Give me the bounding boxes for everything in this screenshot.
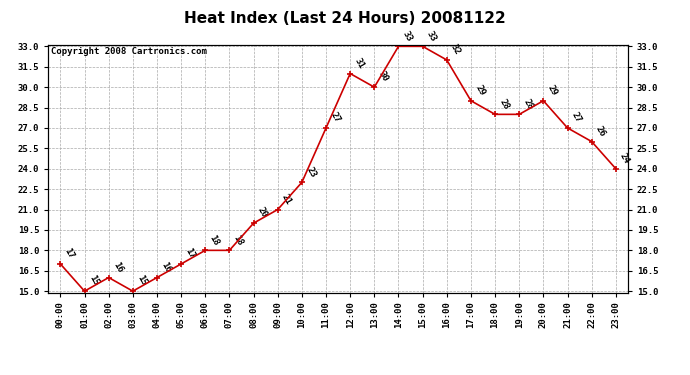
Text: 23: 23 bbox=[304, 165, 317, 179]
Text: 26: 26 bbox=[594, 124, 607, 138]
Text: 18: 18 bbox=[208, 233, 221, 247]
Text: 15: 15 bbox=[135, 274, 148, 288]
Text: 24: 24 bbox=[618, 152, 631, 165]
Text: 28: 28 bbox=[522, 97, 535, 111]
Text: 17: 17 bbox=[63, 247, 76, 261]
Text: 32: 32 bbox=[449, 43, 462, 57]
Text: 28: 28 bbox=[497, 97, 511, 111]
Text: 20: 20 bbox=[256, 206, 269, 220]
Text: 21: 21 bbox=[280, 192, 293, 206]
Text: 29: 29 bbox=[473, 84, 486, 98]
Text: 18: 18 bbox=[232, 233, 245, 247]
Text: 31: 31 bbox=[353, 56, 366, 70]
Text: 27: 27 bbox=[570, 111, 583, 125]
Text: 15: 15 bbox=[87, 274, 100, 288]
Text: 33: 33 bbox=[401, 29, 414, 43]
Text: Copyright 2008 Cartronics.com: Copyright 2008 Cartronics.com bbox=[51, 48, 207, 57]
Text: 17: 17 bbox=[184, 247, 197, 261]
Text: 30: 30 bbox=[377, 70, 390, 84]
Text: 16: 16 bbox=[111, 260, 124, 274]
Text: 33: 33 bbox=[425, 29, 438, 43]
Text: 16: 16 bbox=[159, 260, 172, 274]
Text: 27: 27 bbox=[328, 111, 342, 125]
Text: 29: 29 bbox=[546, 84, 559, 98]
Text: Heat Index (Last 24 Hours) 20081122: Heat Index (Last 24 Hours) 20081122 bbox=[184, 11, 506, 26]
